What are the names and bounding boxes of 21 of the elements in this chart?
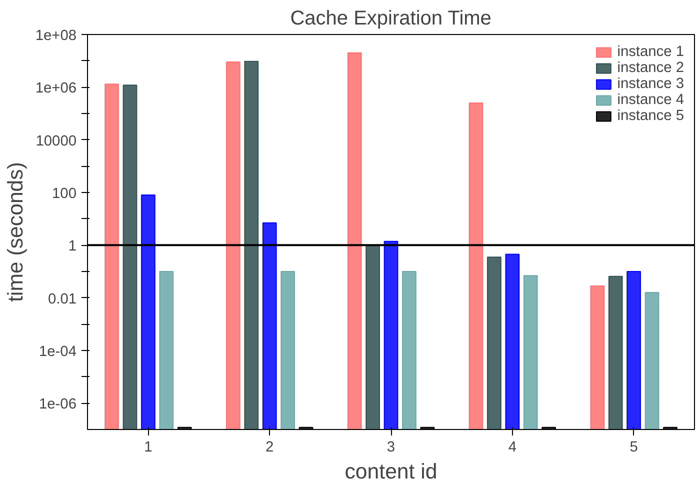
x-tick-label: 1	[144, 440, 152, 456]
x-axis-title: content id	[344, 460, 438, 484]
legend-label: instance 1	[617, 44, 684, 60]
legend-label: instance 4	[617, 92, 684, 108]
y-tick-label: 10000	[36, 133, 77, 150]
x-tick-label: 2	[266, 440, 274, 456]
y-axis-title: time (seconds)	[3, 162, 28, 302]
y-tick-label: 1e+08	[35, 28, 77, 44]
y-tick-label: 100	[52, 186, 77, 202]
chart-title: Cache Expiration Time	[290, 8, 492, 30]
y-tick-label: 1	[68, 238, 77, 255]
legend-label: instance 5	[617, 108, 684, 124]
y-tick-label: 1e+06	[35, 80, 77, 97]
legend-label: instance 3	[617, 76, 684, 92]
y-tick-label: 0.01	[48, 291, 77, 308]
x-tick-label: 5	[630, 440, 638, 456]
x-tick-label: 3	[386, 440, 396, 456]
legend-label: instance 2	[617, 60, 684, 76]
y-tick-label: 1e-04	[39, 344, 77, 360]
y-tick-label: 1e-06	[39, 396, 77, 413]
x-tick-label: 4	[508, 440, 516, 456]
